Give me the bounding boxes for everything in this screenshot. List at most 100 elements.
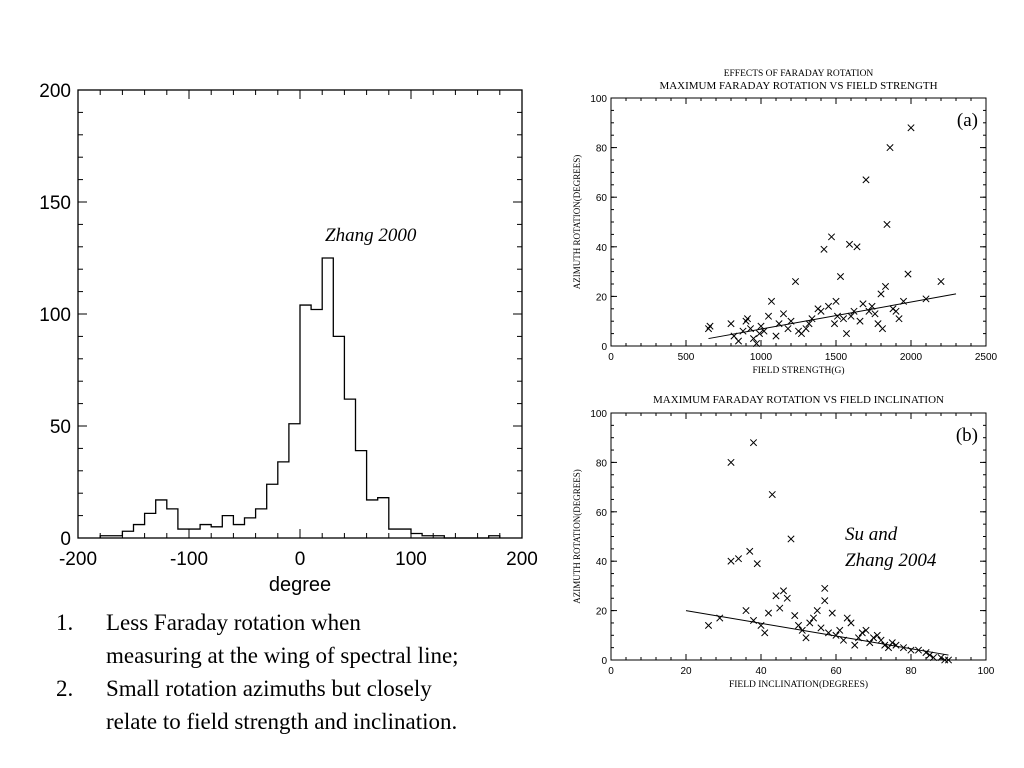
data-point (727, 458, 735, 466)
x-tick-label: -100 (170, 549, 208, 570)
data-point (907, 646, 915, 654)
data-point (727, 320, 735, 328)
data-point (929, 653, 938, 662)
histogram-bar (367, 500, 378, 538)
data-point (828, 609, 836, 617)
data-point (776, 604, 784, 612)
x-tick-label: 200 (506, 549, 538, 570)
y-tick-label: 20 (596, 292, 608, 303)
x-tick-label: 20 (680, 666, 692, 677)
conclusion-line: Less Faraday rotation when (106, 610, 361, 635)
x-axis-label: FIELD INCLINATION(DEGREES) (729, 679, 868, 690)
y-tick-label: 20 (596, 607, 608, 618)
data-point (784, 325, 792, 333)
data-point (865, 307, 873, 315)
data-point (886, 144, 894, 152)
histogram-bar (245, 518, 256, 538)
data-point (856, 317, 864, 325)
x-tick-label: 60 (830, 666, 842, 677)
x-axis-label: degree (269, 574, 331, 596)
scatter-panel-a: EFFECTS OF FARADAY ROTATION MAXIMUM FARAD… (560, 62, 1000, 387)
data-point (787, 535, 795, 543)
data-point (743, 315, 752, 323)
x-tick-label: 0 (295, 549, 306, 570)
histogram-bar (256, 509, 267, 538)
histogram-bar (167, 509, 178, 538)
data-point (862, 626, 870, 634)
data-point (742, 607, 750, 615)
y-tick-label: 50 (50, 417, 71, 438)
data-point (922, 295, 930, 303)
panel-label: (b) (956, 425, 978, 446)
data-point (926, 651, 934, 659)
data-point (757, 621, 765, 629)
histogram-bar (333, 336, 344, 538)
data-point (907, 124, 915, 132)
chart-title: MAXIMUM FARADAY ROTATION VS FIELD INCLIN… (653, 394, 944, 406)
data-point (832, 631, 840, 639)
data-point (813, 607, 821, 615)
histogram-bar (422, 536, 433, 538)
data-point (749, 335, 758, 343)
data-point (858, 629, 866, 637)
histogram-bar (145, 513, 156, 538)
data-point (878, 325, 887, 333)
histogram-bar (489, 536, 500, 538)
scatter-chart-field-inclination: MAXIMUM FARADAY ROTATION VS FIELD INCLIN… (572, 394, 995, 690)
data-point (757, 322, 765, 330)
data-point (791, 611, 799, 620)
y-tick-label: 200 (39, 81, 71, 102)
y-tick-label: 60 (596, 193, 608, 204)
data-point (832, 297, 840, 305)
data-point (706, 322, 714, 330)
data-point (836, 626, 844, 634)
data-point (883, 220, 891, 229)
y-tick-label: 40 (596, 557, 608, 568)
data-point (827, 233, 836, 241)
x-tick-label: 2000 (900, 352, 923, 363)
data-point (833, 312, 842, 320)
histogram-bar (178, 529, 189, 538)
data-point (806, 619, 814, 627)
data-point (798, 626, 806, 634)
x-tick-label: 80 (905, 666, 917, 677)
data-point (868, 302, 876, 310)
data-point (808, 315, 816, 323)
data-point (821, 597, 829, 605)
histogram-bar (378, 498, 389, 538)
data-point (809, 614, 818, 622)
data-point (749, 439, 758, 447)
data-point (794, 621, 803, 629)
data-point (783, 594, 791, 602)
panel-label: (a) (957, 110, 978, 131)
data-point (764, 609, 773, 617)
data-point (820, 245, 828, 253)
data-point (850, 307, 858, 315)
histogram-bar (400, 529, 411, 538)
data-point (854, 634, 863, 642)
histogram-bar (100, 536, 111, 538)
data-point (881, 282, 890, 291)
x-tick-label: 1000 (750, 352, 773, 363)
data-point (760, 327, 768, 335)
data-point (824, 629, 833, 637)
data-point (869, 634, 878, 642)
histogram-bar (267, 484, 278, 538)
histogram-bar (411, 534, 422, 538)
x-tick-label: 500 (678, 352, 695, 363)
histogram-bar (322, 258, 333, 538)
data-point (805, 320, 813, 328)
data-point (862, 176, 870, 184)
histogram-bar (289, 424, 300, 538)
data-point (716, 614, 724, 622)
histogram-chart: -200 -100 0 100 200 0 50 100 150 200 degree (39, 81, 538, 596)
histogram-bar (111, 536, 122, 538)
data-point (727, 557, 735, 565)
conclusion-line: relate to field strength and inclination… (106, 709, 458, 734)
annotation-su-line2: Zhang 2004 (845, 550, 937, 571)
histogram-bar (389, 529, 400, 538)
y-tick-label: 80 (596, 144, 608, 155)
y-tick-label: 100 (590, 94, 607, 105)
data-point (914, 646, 923, 654)
histogram-bar (311, 310, 322, 538)
